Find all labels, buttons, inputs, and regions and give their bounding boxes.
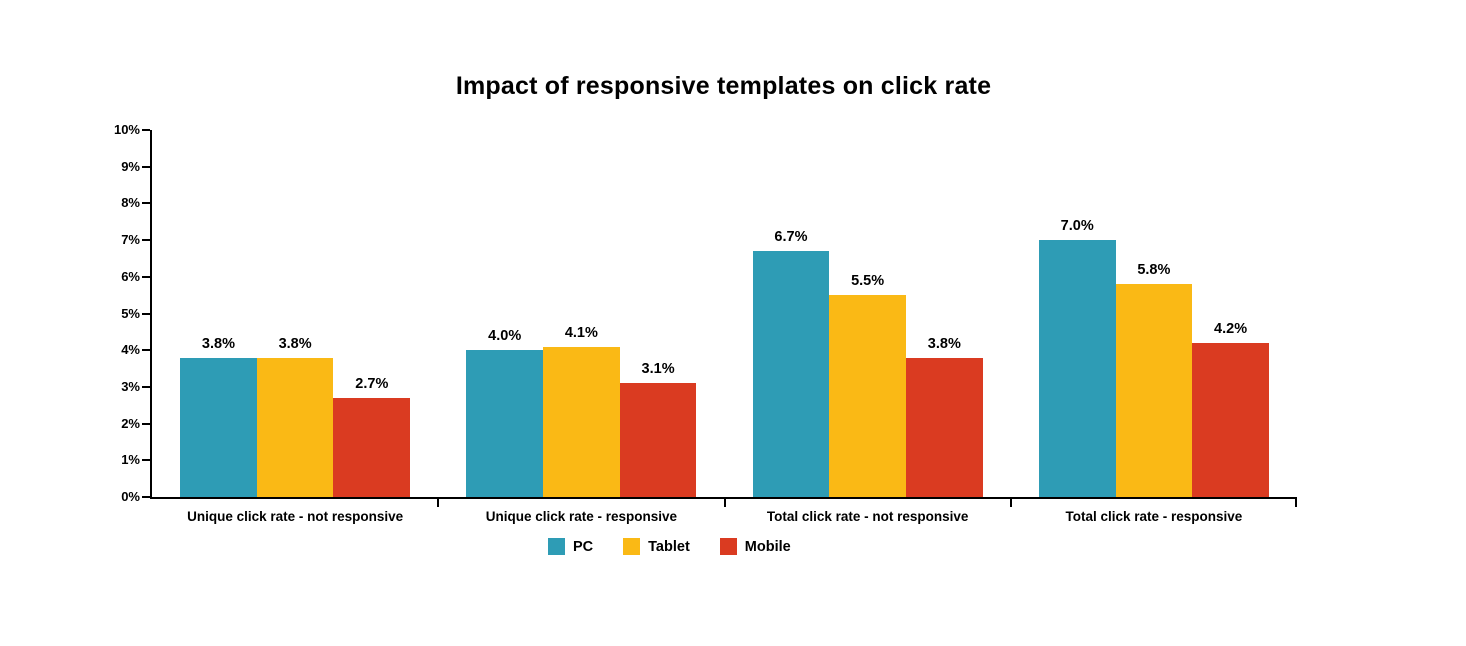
y-axis-tick [142,312,150,315]
bar-value-label: 7.0% [1060,218,1094,235]
y-axis-tick [142,459,150,462]
legend-swatch [719,538,737,555]
category-label: Total click rate - not responsive [766,509,969,524]
legend-item-mobile: Mobile [719,538,791,555]
x-axis-tick [1009,499,1012,507]
bar-value-label: 4.1% [564,324,598,341]
plot-area: 3.8% 3.8% 2.7% 4.0% 4.1% 3.1% 6.7% 5.5% 3.8% 7.0%… [114,122,1297,507]
y-axis-tick-label: 2% [121,415,140,431]
bar-mobile: 3.8% [905,336,983,497]
y-axis-tick-label: 9% [121,158,140,174]
bar-tablet: 4.1% [543,325,620,497]
y-axis-tick [142,129,150,131]
bar-pc: 7.0% [1038,218,1116,497]
bar-pc: 6.7% [752,229,830,497]
bar-value-label: 6.7% [774,229,808,246]
bar-group: 4.0% 4.1% 3.1% [438,130,724,497]
bar-groups: 3.8% 3.8% 2.7% 4.0% 4.1% 3.1% 6.7% 5.5% 3.8% 7.0%… [152,130,1297,497]
bar-value-label: 3.1% [641,361,675,378]
bar-mobile: 4.2% [1192,321,1269,497]
x-axis-tick [1295,499,1297,507]
y-axis-tick [142,202,150,205]
legend-item-tablet: Tablet [623,538,690,555]
bar-tablet: 3.8% [256,336,334,497]
category-label: Unique click rate - responsive [485,509,678,524]
bar-mobile: 3.1% [619,361,697,497]
bar-value-label: 3.8% [927,335,961,352]
bar-mobile: 2.7% [333,376,411,497]
y-axis-tick-label: 5% [121,305,140,321]
legend-swatch [548,538,565,555]
y-axis-tick-label: 6% [121,268,140,284]
bar-pc: 3.8% [180,336,257,497]
bar-tablet: 5.8% [1115,262,1193,497]
legend-label: Mobile [744,538,791,555]
y-axis-tick [142,165,150,168]
y-axis-tick [142,275,150,278]
y-axis-tick-label: 1% [121,452,140,468]
legend-label: Tablet [648,538,690,555]
bar-pc: 4.0% [466,328,544,497]
category-label: Unique click rate - not responsive [187,509,404,524]
y-axis-tick [142,349,150,352]
y-axis-tick-label: 7% [121,232,140,248]
bar-value-label: 4.0% [488,328,522,345]
y-axis-tick [142,239,150,242]
category-label: Total click rate - responsive [1065,509,1243,524]
y-axis-tick-label: 0% [121,489,140,504]
bar-value-label: 3.8% [278,335,312,352]
y-axis-tick-label: 3% [121,378,140,394]
bar-value-label: 2.7% [355,375,389,392]
legend: PC Tablet Mobile [548,538,791,555]
bar-value-label: 4.2% [1214,320,1248,337]
bar-group: 7.0% 5.8% 4.2% [1011,130,1297,497]
legend-swatch [623,538,641,555]
bar-group: 6.7% 5.5% 3.8% [725,130,1011,497]
x-axis-tick [437,499,440,507]
bar-tablet: 5.5% [829,273,906,497]
y-axis-tick-label: 8% [121,195,140,211]
legend-item-pc: PC [548,538,593,555]
y-axis-tick [142,385,150,388]
legend-label: PC [573,538,594,555]
y-axis-tick [142,496,150,498]
chart-title: Impact of responsive templates on click … [455,72,992,100]
bar-value-label: 5.5% [851,273,885,290]
bar-group: 3.8% 3.8% 2.7% [152,130,438,497]
x-axis-tick [723,499,726,507]
y-axis-tick-label: 10% [113,122,140,137]
y-axis-tick [142,422,150,425]
bar-value-label: 5.8% [1137,262,1171,279]
x-axis-category-labels: Unique click rate - not responsive Unique… [152,509,1297,524]
bar-value-label: 3.8% [201,335,235,352]
y-axis-tick-label: 4% [121,342,140,358]
